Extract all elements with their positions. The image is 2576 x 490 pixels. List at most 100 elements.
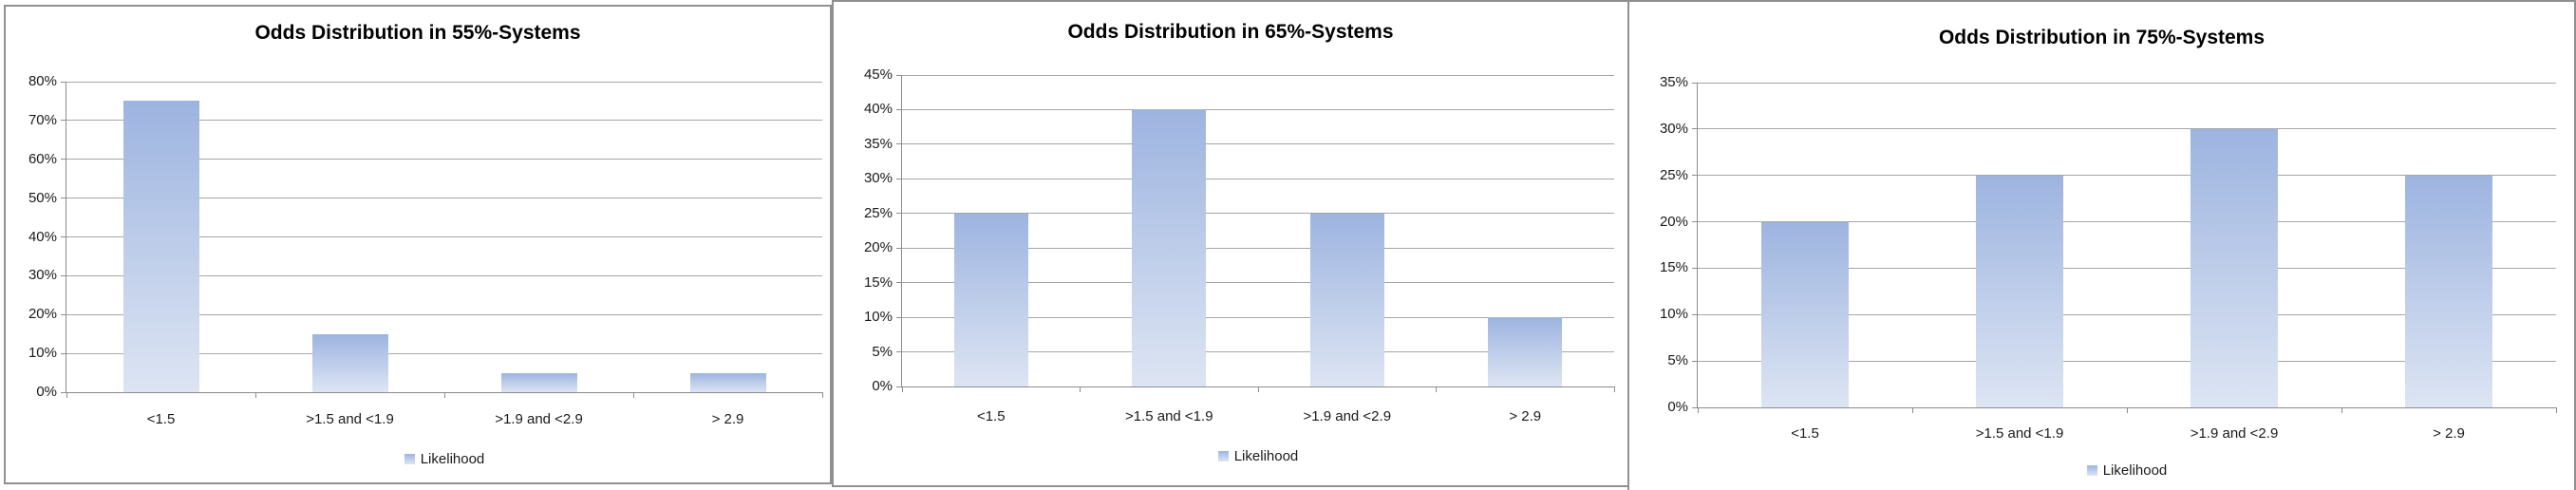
x-axis-tick — [2126, 407, 2128, 413]
y-gridline — [1698, 313, 2556, 315]
category-label: >1.9 and <2.9 — [1303, 408, 1392, 424]
y-gridline — [66, 120, 822, 122]
bar-> 2.9 — [1488, 317, 1563, 386]
bar->1.5 and <1.9 — [311, 333, 388, 392]
y-axis-label: 30% — [1659, 120, 1688, 137]
y-axis-tick — [896, 213, 902, 215]
y-axis-tick — [61, 236, 66, 237]
y-axis-label: 20% — [28, 306, 57, 323]
y-axis-tick — [896, 282, 902, 284]
category-label: >1.5 and <1.9 — [306, 411, 394, 427]
chart-title: Odds Distribution in 55%-Systems — [254, 22, 581, 44]
y-axis-tick — [61, 274, 66, 276]
legend-label: Likelihood — [2102, 462, 2168, 479]
y-gridline — [1698, 267, 2556, 269]
y-axis-label: 10% — [28, 345, 57, 362]
y-gridline — [902, 351, 1614, 353]
bar-<1.5 — [122, 101, 199, 392]
x-axis-tick — [632, 392, 634, 398]
y-axis-label: 45% — [863, 66, 893, 83]
category-label: > 2.9 — [711, 411, 744, 427]
category-label: >1.5 and <1.9 — [1124, 408, 1213, 424]
x-axis-tick — [1080, 386, 1081, 392]
bar-> 2.9 — [689, 372, 766, 392]
y-axis-label: 0% — [872, 378, 893, 394]
x-axis-tick — [1911, 407, 1913, 413]
y-axis-tick — [1692, 360, 1698, 362]
y-axis-tick — [1692, 406, 1698, 408]
x-axis-tick — [443, 392, 445, 398]
y-axis-label: 5% — [872, 343, 893, 360]
y-axis-label: 0% — [1667, 399, 1688, 415]
category-label: >1.9 and <2.9 — [2190, 425, 2279, 442]
x-axis-tick — [1257, 386, 1259, 392]
y-gridline — [66, 313, 822, 315]
category-label: >1.9 and <2.9 — [495, 411, 583, 427]
chart-title: Odds Distribution in 75%-Systems — [1938, 27, 2266, 48]
y-gridline — [1698, 175, 2556, 177]
bar->1.5 and <1.9 — [1976, 175, 2063, 407]
legend: Likelihood — [902, 448, 1614, 464]
y-gridline — [902, 108, 1614, 110]
legend-label: Likelihood — [420, 451, 485, 467]
y-axis-label: 20% — [863, 239, 893, 256]
legend: Likelihood — [66, 451, 822, 467]
legend: Likelihood — [1698, 462, 2556, 479]
y-axis-tick — [896, 108, 902, 110]
x-axis-tick — [2341, 407, 2342, 413]
x-axis-tick — [1613, 386, 1615, 392]
x-axis-tick — [2555, 407, 2557, 413]
y-gridline — [902, 316, 1614, 318]
bar->1.9 and <2.9 — [2191, 128, 2278, 407]
y-gridline — [902, 247, 1614, 249]
x-axis-tick — [254, 392, 256, 398]
y-axis-tick — [61, 313, 66, 315]
y-gridline — [1698, 82, 2556, 84]
bar-> 2.9 — [2405, 175, 2492, 407]
x-axis-tick — [821, 392, 823, 398]
bar->1.9 and <2.9 — [500, 372, 577, 392]
y-axis-tick — [61, 391, 66, 393]
y-axis-tick — [1692, 313, 1698, 315]
y-gridline — [902, 143, 1614, 145]
y-gridline — [66, 274, 822, 276]
y-axis-label: 35% — [863, 135, 893, 152]
y-axis-tick — [1692, 82, 1698, 84]
y-axis-label: 60% — [28, 150, 57, 167]
y-axis-label: 40% — [863, 101, 893, 118]
y-axis-tick — [896, 74, 902, 76]
y-axis-tick — [1692, 128, 1698, 130]
y-axis-label: 15% — [1659, 259, 1688, 276]
y-axis-label: 15% — [863, 273, 893, 291]
y-axis-label: 30% — [28, 267, 57, 284]
legend-swatch-icon — [1217, 451, 1229, 462]
y-axis-tick — [1692, 267, 1698, 269]
legend-swatch-icon — [2086, 465, 2097, 476]
x-axis-tick — [901, 386, 903, 392]
y-axis-label: 5% — [1667, 352, 1688, 369]
y-axis-line — [901, 75, 902, 386]
y-axis-tick — [61, 352, 66, 354]
y-axis-tick — [1692, 221, 1698, 223]
y-gridline — [902, 213, 1614, 215]
y-axis-label: 30% — [863, 170, 893, 187]
category-label: > 2.9 — [2433, 425, 2465, 442]
y-axis-label: 10% — [1659, 306, 1688, 323]
y-axis-label: 10% — [863, 309, 893, 326]
chart-panel-55-systems: Odds Distribution in 55%-Systems 80% 70% 6… — [4, 5, 832, 484]
chart-title: Odds Distribution in 65%-Systems — [1067, 21, 1394, 43]
y-gridline — [66, 159, 822, 160]
y-gridline — [66, 236, 822, 237]
bar->1.5 and <1.9 — [1132, 109, 1207, 386]
category-label: > 2.9 — [1509, 408, 1542, 424]
y-axis-tick — [61, 120, 66, 122]
y-gridline — [66, 81, 822, 83]
y-axis-label: 0% — [36, 384, 57, 400]
chart-panel-75-systems: Odds Distribution in 75%-Systems 35% 30% 2… — [1627, 0, 2576, 490]
category-label: <1.5 — [976, 408, 1006, 424]
bar->1.9 and <2.9 — [1309, 213, 1384, 386]
y-gridline — [902, 282, 1614, 284]
y-axis-tick — [1692, 175, 1698, 177]
x-axis-tick — [1436, 386, 1437, 392]
